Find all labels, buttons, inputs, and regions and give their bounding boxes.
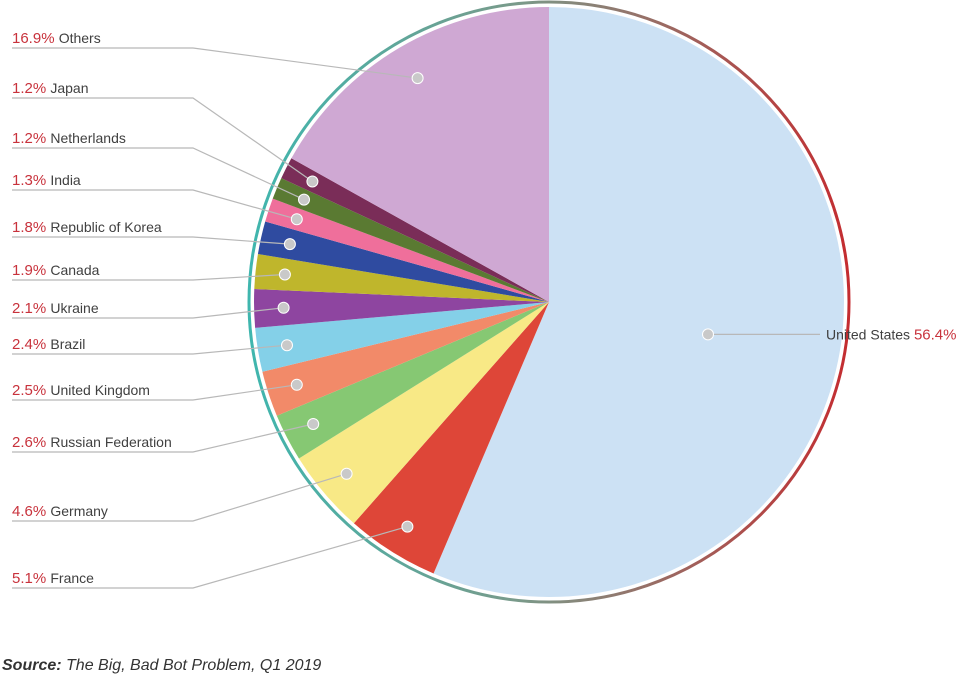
pie-label-ukraine: 2.1% Ukraine xyxy=(12,300,290,319)
leader-line xyxy=(12,384,297,401)
label-anchor-dot xyxy=(283,238,296,251)
slice-name: United Kingdom xyxy=(50,382,150,398)
leader-line xyxy=(12,473,347,522)
label-anchor-dot xyxy=(290,213,303,226)
slice-name: Others xyxy=(59,30,101,46)
pie-label-france: 5.1% France xyxy=(12,520,414,589)
pie-slice-others xyxy=(291,7,549,302)
pie-slice-canada xyxy=(254,254,550,302)
slice-name: France xyxy=(50,570,94,586)
slice-name: Ukraine xyxy=(50,300,98,316)
label-anchor-dot xyxy=(340,467,353,480)
slice-percent: 2.1% xyxy=(12,300,50,317)
slice-percent: 1.3% xyxy=(12,172,50,189)
data-label: 1.2% Netherlands xyxy=(12,130,126,147)
leader-line xyxy=(12,307,284,319)
slice-name: Canada xyxy=(50,262,99,278)
slice-percent: 1.8% xyxy=(12,219,50,236)
data-label: 2.4% Brazil xyxy=(12,336,85,353)
pie-outer-ring xyxy=(247,0,851,604)
slice-percent: 5.1% xyxy=(12,570,50,587)
label-anchor-dot xyxy=(411,72,424,85)
pie-slice-india xyxy=(265,198,549,302)
source-prefix: Source: xyxy=(2,657,62,674)
pie-label-germany: 4.6% Germany xyxy=(12,467,353,522)
leader-line xyxy=(12,236,290,245)
slice-name: Netherlands xyxy=(50,130,126,146)
slice-percent: 2.4% xyxy=(12,336,50,353)
slice-name: Republic of Korea xyxy=(50,219,162,235)
pie-label-india: 1.3% India xyxy=(12,172,303,226)
slice-name: Germany xyxy=(50,503,108,519)
leader-line xyxy=(12,97,313,182)
pie-label-russian-federation: 2.6% Russian Federation xyxy=(12,418,320,453)
label-anchor-dot xyxy=(307,418,320,430)
pie-label-netherlands: 1.2% Netherlands xyxy=(12,130,310,206)
leader-line xyxy=(12,273,285,281)
slice-name: India xyxy=(50,172,81,188)
pie-label-united-kingdom: 2.5% United Kingdom xyxy=(12,378,303,401)
slice-percent: 2.5% xyxy=(12,382,50,399)
label-anchor-dot xyxy=(702,328,714,341)
data-label: 1.2% Japan xyxy=(12,80,89,97)
leader-line xyxy=(12,526,408,589)
slice-percent: 56.4% xyxy=(914,326,957,343)
pie-slice-france xyxy=(353,302,549,574)
source-text: The Big, Bad Bot Problem, Q1 2019 xyxy=(61,657,322,674)
data-label: 16.9% Others xyxy=(12,30,101,47)
label-anchor-dot xyxy=(281,339,293,352)
slice-name: Japan xyxy=(50,80,88,96)
pie-slice-united-states xyxy=(433,7,844,598)
slice-percent: 2.6% xyxy=(12,434,50,451)
leader-line xyxy=(12,47,418,79)
pie-slice-russian-federation xyxy=(276,302,549,459)
data-label: 4.6% Germany xyxy=(12,503,108,520)
label-anchor-dot xyxy=(290,378,303,391)
pie-label-others: 16.9% Others xyxy=(12,30,424,85)
pie-label-republic-of-korea: 1.8% Republic of Korea xyxy=(12,219,296,251)
slice-name: Russian Federation xyxy=(50,434,171,450)
pie-label-canada: 1.9% Canada xyxy=(12,262,291,281)
pie-slice-united-kingdom xyxy=(262,302,549,416)
pie-slice-germany xyxy=(298,302,549,524)
pie-slice-ukraine xyxy=(254,289,550,328)
data-label: 2.5% United Kingdom xyxy=(12,382,150,399)
pie-slice-brazil xyxy=(255,302,549,372)
leader-line xyxy=(12,423,314,453)
pie-labels: United States 56.4% 5.1% France 4.6% Germa… xyxy=(12,30,956,589)
pie-slice-japan xyxy=(281,158,549,302)
pie-slice-republic-of-korea xyxy=(257,221,549,302)
label-anchor-dot xyxy=(306,175,319,188)
slice-percent: 1.2% xyxy=(12,130,50,147)
data-label: 1.3% India xyxy=(12,172,81,189)
slice-percent: 4.6% xyxy=(12,503,50,520)
leader-line xyxy=(12,344,288,355)
pie-slices xyxy=(254,7,844,598)
data-label: 2.6% Russian Federation xyxy=(12,434,172,451)
source-note: Source: The Big, Bad Bot Problem, Q1 201… xyxy=(2,657,321,675)
data-label: 1.8% Republic of Korea xyxy=(12,219,162,236)
data-label: United States 56.4% xyxy=(826,326,956,343)
label-anchor-dot xyxy=(277,301,290,314)
slice-percent: 1.9% xyxy=(12,262,50,279)
slice-percent: 1.2% xyxy=(12,80,50,97)
data-label: 5.1% France xyxy=(12,570,94,587)
data-label: 1.9% Canada xyxy=(12,262,100,279)
pie-label-japan: 1.2% Japan xyxy=(12,80,319,188)
data-label: 2.1% Ukraine xyxy=(12,300,99,317)
pie-slice-netherlands xyxy=(272,178,549,302)
label-anchor-dot xyxy=(401,520,414,533)
slice-name: United States xyxy=(826,326,914,342)
leader-line xyxy=(12,189,297,220)
slice-percent: 16.9% xyxy=(12,30,59,47)
pie-label-brazil: 2.4% Brazil xyxy=(12,336,293,355)
pie-label-united-states: United States 56.4% xyxy=(702,326,956,343)
label-anchor-dot xyxy=(298,193,310,206)
leader-line xyxy=(12,147,305,201)
label-anchor-dot xyxy=(278,268,291,281)
slice-name: Brazil xyxy=(50,336,85,352)
